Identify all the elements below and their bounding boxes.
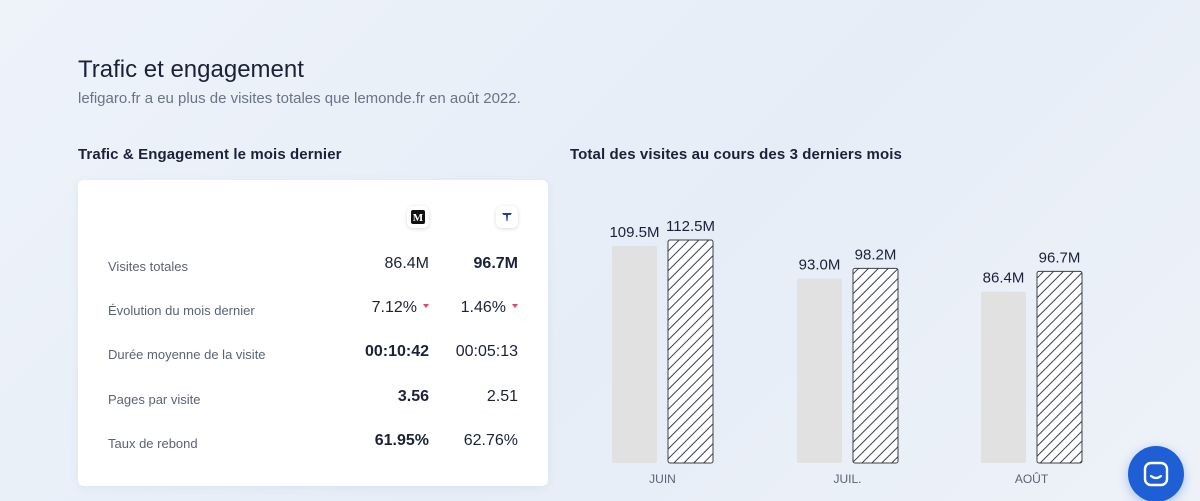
lefigaro-logo-icon — [496, 206, 518, 228]
bar-lefigaro.fr-AOÛT — [1036, 270, 1083, 464]
lemonde-value: 61.95% — [374, 432, 429, 449]
lemonde-value: 7.12% — [329, 299, 429, 317]
month-tick-label: AOÛT — [1015, 471, 1049, 486]
bar-value-label: 93.0M — [799, 257, 841, 274]
section-subtitle: lefigaro.fr a eu plus de visites totales… — [78, 90, 521, 107]
traffic-engagement-heading: Trafic & Engagement le mois dernier — [78, 146, 342, 163]
lefigaro-value: 62.76% — [463, 432, 518, 449]
bar-value-label: 98.2M — [855, 246, 897, 263]
lemonde-value: 3.56 — [397, 388, 429, 405]
bar-lemonde.fr-JUIL. — [797, 278, 842, 463]
engagement-card: M Visites totales 86.4M 96.7M Évolution du … — [78, 180, 548, 486]
bar-value-label: 96.7M — [1039, 249, 1081, 266]
month-tick-label: JUIL. — [833, 472, 861, 486]
lefigaro-value: 2.51 — [486, 388, 518, 405]
bar-lemonde.fr-JUIN — [612, 245, 657, 463]
metric-label: Pages par visite — [108, 392, 201, 407]
metric-row: Évolution du mois dernier 7.12% 1.46% — [78, 299, 548, 323]
month-tick-label: JUIN — [649, 472, 676, 486]
metric-row: Taux de rebond 61.95% 62.76% — [78, 432, 548, 456]
trend-down-icon — [423, 303, 429, 308]
metric-row: Pages par visite 3.56 2.51 — [78, 388, 548, 412]
chat-icon — [1143, 461, 1169, 487]
lefigaro-value: 1.46% — [418, 299, 518, 317]
metric-row: Durée moyenne de la visite 00:10:42 00:05:… — [78, 343, 548, 367]
visits-bar-chart: 109.5M 112.5M JUIN 93.0M 98.2M JUIL. 86.4M 96.7… — [609, 218, 1083, 486]
lemonde-value: 86.4M — [384, 255, 429, 272]
metric-label: Taux de rebond — [108, 436, 198, 451]
bar-value-label: 109.5M — [609, 224, 659, 241]
lefigaro-value: 96.7M — [473, 255, 518, 272]
svg-text:M: M — [413, 212, 424, 224]
metric-row: Visites totales 86.4M 96.7M — [78, 255, 548, 279]
chat-button[interactable] — [1128, 446, 1184, 501]
lemonde-logo-icon: M — [407, 206, 429, 228]
lefigaro-value: 00:05:13 — [455, 343, 518, 360]
bar-lemonde.fr-AOÛT — [981, 291, 1026, 463]
bar-value-label: 86.4M — [983, 270, 1025, 287]
total-visits-heading: Total des visites au cours des 3 dernier… — [570, 146, 902, 163]
metric-label: Durée moyenne de la visite — [108, 347, 266, 362]
bar-lefigaro.fr-JUIN — [667, 239, 714, 464]
metric-label: Évolution du mois dernier — [108, 303, 255, 318]
section-title: Trafic et engagement — [78, 56, 304, 83]
lemonde-value: 00:10:42 — [364, 343, 429, 360]
bar-value-label: 112.5M — [666, 218, 715, 235]
metric-label: Visites totales — [108, 259, 188, 274]
bar-lefigaro.fr-JUIL. — [852, 267, 899, 464]
trend-down-icon — [512, 303, 518, 308]
